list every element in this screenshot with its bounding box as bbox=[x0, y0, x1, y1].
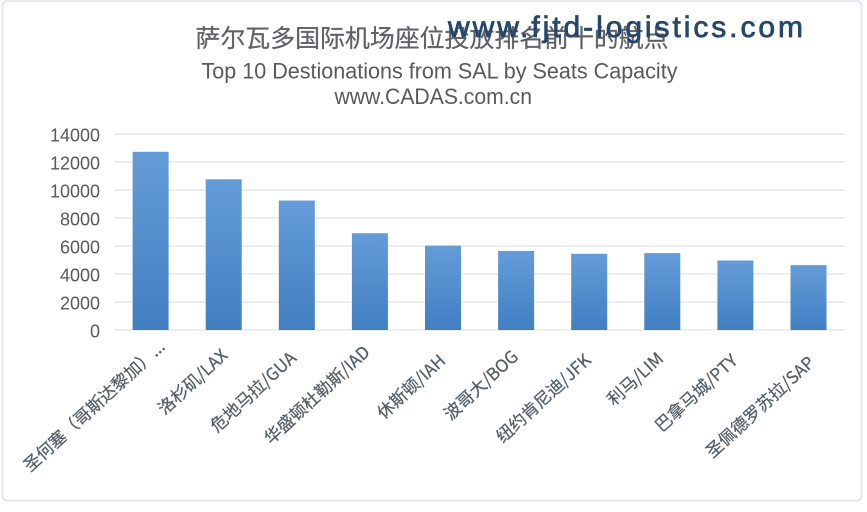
svg-text:www.fjtd-logistics.com: www.fjtd-logistics.com bbox=[447, 11, 803, 44]
svg-text:10000: 10000 bbox=[50, 181, 100, 201]
svg-text:12000: 12000 bbox=[50, 153, 100, 173]
svg-text:4000: 4000 bbox=[60, 265, 100, 285]
svg-text:2000: 2000 bbox=[60, 293, 100, 313]
svg-text:14000: 14000 bbox=[50, 125, 100, 145]
svg-text:8000: 8000 bbox=[60, 209, 100, 229]
svg-text:Top 10 Destionations from SAL: Top 10 Destionations from SAL by Seats C… bbox=[202, 59, 678, 84]
svg-text:www.CADAS.com.cn: www.CADAS.com.cn bbox=[334, 84, 532, 109]
svg-text:6000: 6000 bbox=[60, 237, 100, 257]
svg-text:0: 0 bbox=[90, 321, 100, 341]
